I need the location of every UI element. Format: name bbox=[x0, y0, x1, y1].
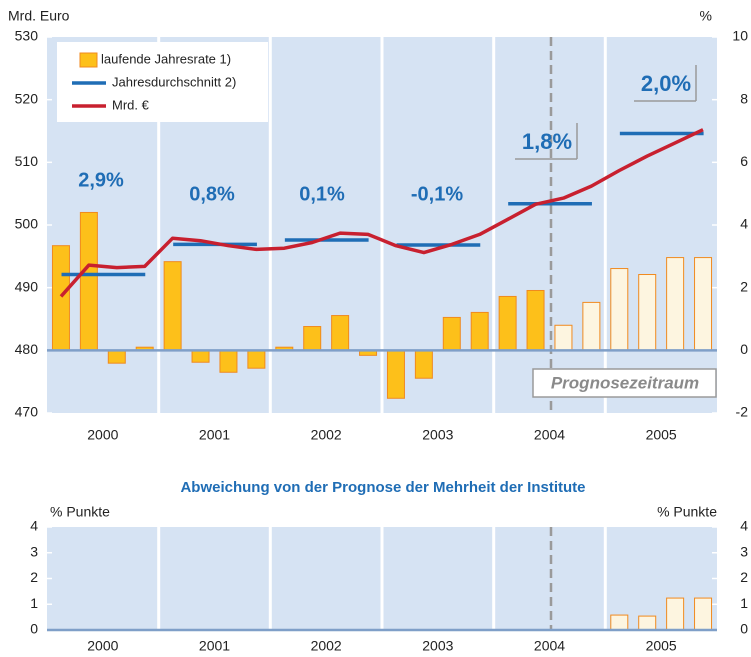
y2-tick-label: 0 bbox=[740, 621, 748, 637]
x-tick-label: 2001 bbox=[199, 638, 230, 654]
x-tick-label: 2002 bbox=[311, 427, 342, 443]
bar bbox=[386, 349, 405, 399]
bar bbox=[219, 349, 238, 373]
bar bbox=[303, 326, 322, 351]
chart-title: Abweichung von der Prognose der Mehrheit… bbox=[180, 479, 585, 496]
annotation: 1,8% bbox=[522, 129, 572, 154]
bar bbox=[666, 597, 685, 631]
y-axis-label: Mrd. Euro bbox=[8, 8, 70, 24]
y2-tick-label: 4 bbox=[740, 518, 748, 534]
annotation: 2,9% bbox=[78, 169, 124, 191]
y2-tick-label: 8 bbox=[740, 90, 748, 106]
y-axis-label: % Punkte bbox=[50, 504, 110, 520]
bar bbox=[79, 211, 98, 351]
y2-axis-label: % Punkte bbox=[657, 504, 717, 520]
y-tick-label: 500 bbox=[15, 216, 39, 232]
x-tick-label: 2005 bbox=[646, 427, 677, 443]
y-tick-label: 3 bbox=[30, 543, 38, 559]
x-tick-label: 2004 bbox=[534, 427, 565, 443]
y2-tick-label: 3 bbox=[740, 543, 748, 559]
bar bbox=[414, 349, 433, 379]
annotation: 0,1% bbox=[299, 183, 345, 205]
bar bbox=[638, 615, 657, 631]
y-tick-label: 480 bbox=[15, 341, 39, 357]
bar bbox=[554, 324, 573, 351]
annotation: Prognosezeitraum bbox=[551, 373, 699, 392]
bar bbox=[163, 261, 182, 351]
bar bbox=[442, 316, 461, 351]
y2-tick-label: 2 bbox=[740, 278, 748, 294]
x-tick-label: 2004 bbox=[534, 638, 565, 654]
bar bbox=[498, 295, 517, 351]
annotation: 0,8% bbox=[189, 183, 235, 205]
bar bbox=[694, 597, 713, 631]
y-tick-label: 490 bbox=[15, 278, 39, 294]
y-tick-label: 4 bbox=[30, 518, 38, 534]
y2-tick-label: 2 bbox=[740, 569, 748, 585]
bar bbox=[610, 268, 629, 351]
y-tick-label: 0 bbox=[30, 621, 38, 637]
x-tick-label: 2003 bbox=[422, 638, 453, 654]
x-tick-label: 2000 bbox=[87, 427, 118, 443]
x-tick-label: 2003 bbox=[422, 427, 453, 443]
y2-tick-label: 1 bbox=[740, 595, 748, 611]
bar bbox=[638, 274, 657, 351]
bar bbox=[526, 289, 545, 351]
bar bbox=[107, 349, 126, 364]
y-tick-label: 520 bbox=[15, 90, 39, 106]
y2-tick-label: 6 bbox=[740, 153, 748, 169]
line bbox=[59, 128, 704, 298]
y-tick-label: 530 bbox=[15, 28, 39, 44]
x-tick-label: 2005 bbox=[646, 638, 677, 654]
x-tick-label: 2000 bbox=[87, 638, 118, 654]
y-tick-label: 470 bbox=[15, 404, 39, 420]
bar bbox=[694, 257, 713, 351]
y2-tick-label: 0 bbox=[740, 341, 748, 357]
x-tick-label: 2002 bbox=[311, 638, 342, 654]
bar bbox=[331, 315, 350, 351]
bar bbox=[191, 349, 210, 363]
y-tick-label: 1 bbox=[30, 595, 38, 611]
x-tick-label: 2001 bbox=[199, 427, 230, 443]
y2-tick-label: -2 bbox=[736, 404, 749, 420]
bar bbox=[666, 257, 685, 351]
legend-swatch bbox=[79, 52, 98, 68]
annotation-box bbox=[532, 368, 717, 398]
y-tick-label: 510 bbox=[15, 153, 39, 169]
bar bbox=[51, 245, 70, 351]
legend-label: Mrd. € bbox=[112, 97, 150, 112]
legend-label: laufende Jahresrate 1) bbox=[101, 51, 231, 66]
bar bbox=[470, 311, 489, 351]
annotation: -0,1% bbox=[411, 183, 463, 205]
y-tick-label: 2 bbox=[30, 569, 38, 585]
bar bbox=[247, 349, 266, 369]
y2-tick-label: 10 bbox=[732, 28, 748, 44]
annotation: 2,0% bbox=[641, 71, 691, 96]
bar bbox=[610, 614, 629, 631]
bar bbox=[582, 301, 601, 351]
y2-tick-label: 4 bbox=[740, 216, 748, 232]
y2-axis-label: % bbox=[700, 8, 712, 24]
legend-label: Jahresdurchschnitt 2) bbox=[112, 74, 236, 89]
